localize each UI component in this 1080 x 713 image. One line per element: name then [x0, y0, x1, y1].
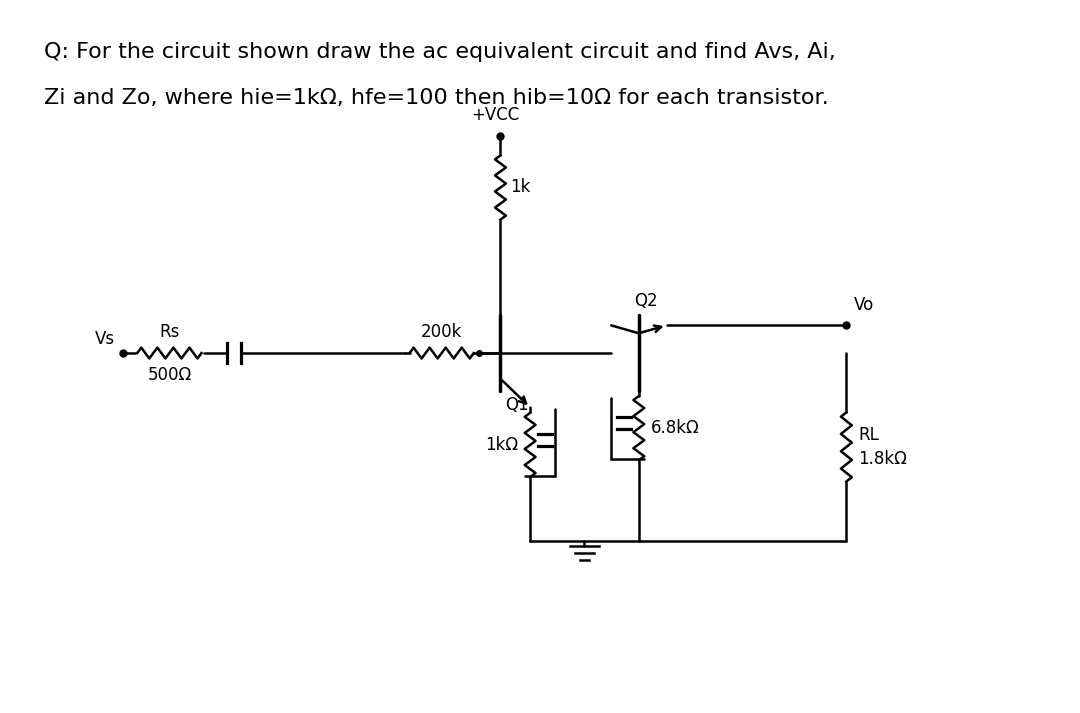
Text: Vs: Vs	[95, 330, 116, 348]
Text: 1k: 1k	[511, 178, 530, 197]
Text: 500Ω: 500Ω	[147, 366, 191, 384]
Text: 1kΩ: 1kΩ	[485, 436, 518, 454]
Text: 1.8kΩ: 1.8kΩ	[859, 450, 907, 468]
Text: RL: RL	[859, 426, 879, 444]
Text: 200k: 200k	[421, 323, 462, 342]
Text: Q: For the circuit shown draw the ac equivalent circuit and find Avs, Ai,: Q: For the circuit shown draw the ac equ…	[44, 42, 836, 62]
Text: Q2: Q2	[634, 292, 658, 309]
Text: +VCC: +VCC	[471, 106, 519, 124]
Text: Rs: Rs	[159, 323, 179, 342]
Text: 6.8kΩ: 6.8kΩ	[650, 419, 700, 437]
Text: Q1: Q1	[505, 396, 529, 414]
Text: Zi and Zo, where hie=1kΩ, hfe=100 then hib=10Ω for each transistor.: Zi and Zo, where hie=1kΩ, hfe=100 then h…	[44, 88, 828, 108]
Text: Vo: Vo	[854, 295, 875, 314]
